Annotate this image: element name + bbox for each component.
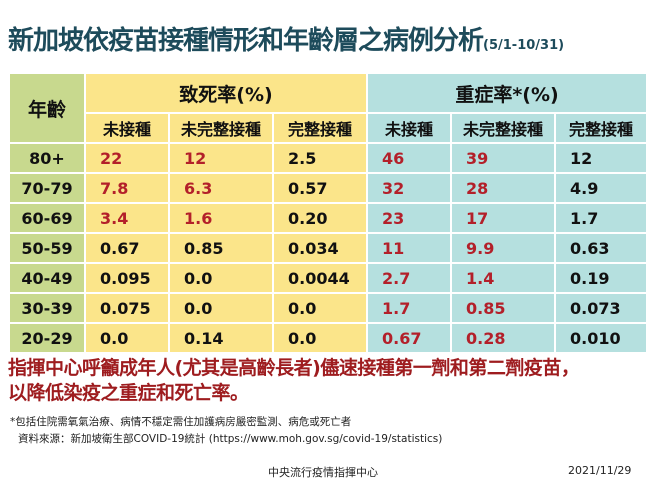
value-cell: 0.14 [170, 324, 272, 352]
recommendation-message: 指揮中心呼籲成年人(尤其是高齡長者)儘速接種第一劑和第二劑疫苗， 以降低染疫之重… [8, 356, 580, 406]
value-cell: 6.3 [170, 174, 272, 202]
subheader: 未完整接種 [170, 114, 272, 142]
death-rate-header: 致死率(%) [86, 74, 366, 112]
subheader: 未完整接種 [452, 114, 554, 142]
value-cell: 0.67 [86, 234, 168, 262]
notes: *包括住院需氧氣治療、病情不穩定需住加護病房嚴密監測、病危或死亡者 資料來源：新… [10, 414, 442, 448]
severe-rate-header: 重症率*(%) [368, 74, 646, 112]
case-analysis-table: 年齡 致死率(%) 重症率*(%) 未接種 未完整接種 完整接種 未接種 未完整… [8, 72, 648, 354]
value-cell: 9.9 [452, 234, 554, 262]
value-cell: 0.034 [274, 234, 366, 262]
value-cell: 0.0 [86, 324, 168, 352]
value-cell: 0.073 [556, 294, 646, 322]
value-cell: 0.63 [556, 234, 646, 262]
value-cell: 0.85 [452, 294, 554, 322]
value-cell: 0.19 [556, 264, 646, 292]
footer-org: 中央流行疫情指揮中心 [268, 466, 378, 479]
footnote: *包括住院需氧氣治療、病情不穩定需住加護病房嚴密監測、病危或死亡者 [10, 416, 352, 428]
age-cell: 60-69 [10, 204, 84, 232]
subheader: 未接種 [368, 114, 450, 142]
value-cell: 11 [368, 234, 450, 262]
age-cell: 80+ [10, 144, 84, 172]
value-cell: 7.8 [86, 174, 168, 202]
table-row: 50-59 0.67 0.85 0.034 11 9.9 0.63 [10, 234, 646, 262]
value-cell: 0.075 [86, 294, 168, 322]
age-cell: 40-49 [10, 264, 84, 292]
age-cell: 70-79 [10, 174, 84, 202]
page-title: 新加坡依疫苗接種情形和年齡層之病例分析(5/1-10/31) [8, 20, 564, 57]
table-row: 70-79 7.8 6.3 0.57 32 28 4.9 [10, 174, 646, 202]
value-cell: 12 [170, 144, 272, 172]
value-cell: 23 [368, 204, 450, 232]
value-cell: 0.095 [86, 264, 168, 292]
footer-date: 2021/11/29 [568, 464, 632, 477]
table-row: 60-69 3.4 1.6 0.20 23 17 1.7 [10, 204, 646, 232]
age-cell: 30-39 [10, 294, 84, 322]
value-cell: 1.6 [170, 204, 272, 232]
value-cell: 3.4 [86, 204, 168, 232]
value-cell: 0.20 [274, 204, 366, 232]
table-row: 30-39 0.075 0.0 0.0 1.7 0.85 0.073 [10, 294, 646, 322]
value-cell: 28 [452, 174, 554, 202]
table-row: 40-49 0.095 0.0 0.0044 2.7 1.4 0.19 [10, 264, 646, 292]
value-cell: 2.7 [368, 264, 450, 292]
value-cell: 0.0044 [274, 264, 366, 292]
value-cell: 1.7 [556, 204, 646, 232]
value-cell: 1.4 [452, 264, 554, 292]
value-cell: 0.57 [274, 174, 366, 202]
value-cell: 17 [452, 204, 554, 232]
value-cell: 39 [452, 144, 554, 172]
value-cell: 2.5 [274, 144, 366, 172]
message-line: 指揮中心呼籲成年人(尤其是高齡長者)儘速接種第一劑和第二劑疫苗， [8, 357, 580, 379]
value-cell: 0.85 [170, 234, 272, 262]
subheader: 完整接種 [274, 114, 366, 142]
table-row: 20-29 0.0 0.14 0.0 0.67 0.28 0.010 [10, 324, 646, 352]
value-cell: 12 [556, 144, 646, 172]
table-row: 80+ 22 12 2.5 46 39 12 [10, 144, 646, 172]
title-text: 新加坡依疫苗接種情形和年齡層之病例分析 [8, 26, 484, 56]
age-header: 年齡 [10, 74, 84, 142]
value-cell: 0.0 [170, 264, 272, 292]
value-cell: 0.0 [274, 294, 366, 322]
data-source: 資料來源：新加坡衛生部COVID-19統計 (https://www.moh.g… [18, 433, 443, 445]
value-cell: 0.010 [556, 324, 646, 352]
value-cell: 0.67 [368, 324, 450, 352]
value-cell: 0.0 [274, 324, 366, 352]
value-cell: 1.7 [368, 294, 450, 322]
value-cell: 46 [368, 144, 450, 172]
value-cell: 22 [86, 144, 168, 172]
value-cell: 4.9 [556, 174, 646, 202]
subheader: 未接種 [86, 114, 168, 142]
age-cell: 50-59 [10, 234, 84, 262]
message-line: 以降低染疫之重症和死亡率。 [8, 382, 249, 404]
value-cell: 0.28 [452, 324, 554, 352]
subheader: 完整接種 [556, 114, 646, 142]
date-range: (5/1-10/31) [483, 38, 565, 53]
value-cell: 0.0 [170, 294, 272, 322]
value-cell: 32 [368, 174, 450, 202]
age-cell: 20-29 [10, 324, 84, 352]
